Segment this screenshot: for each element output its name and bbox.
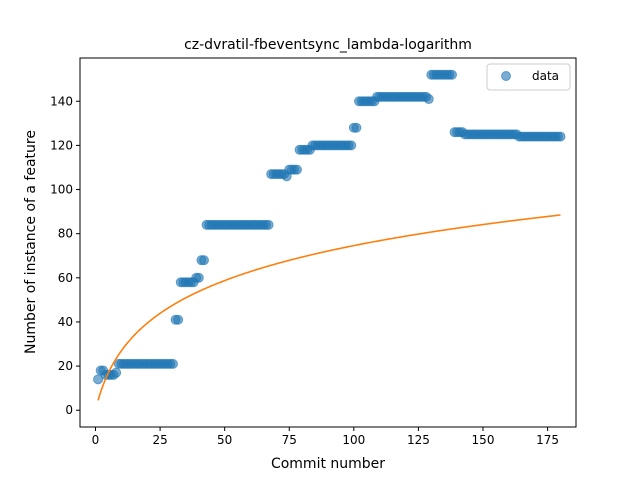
data-point [199,255,209,266]
x-tick-label: 0 [92,433,100,447]
y-tick-label: 60 [58,271,73,285]
scatter-series [93,69,566,385]
data-point [168,358,178,369]
chart-title: cz-dvratil-fbeventsync_lambda-logarithm [184,37,472,53]
y-axis-label: Number of instance of a feature [23,130,39,354]
data-point [292,164,302,175]
data-point [93,374,104,385]
x-tick-label: 100 [342,433,365,447]
axes-frame [79,57,577,428]
data-point [423,94,434,105]
x-tick-label: 75 [282,433,297,447]
legend-box [486,63,571,91]
data-point [263,219,274,230]
data-point [173,314,184,325]
x-tick-label: 150 [472,433,495,447]
data-point [193,272,204,283]
y-axis-ticks: 0 20 40 60 80 100 120 140 [50,94,80,417]
y-tick-label: 40 [58,315,73,329]
x-tick-label: 175 [536,433,559,447]
data-point [447,69,457,80]
x-axis-ticks: 0 25 50 75 100 125 150 175 [92,427,559,447]
x-axis-label: Commit number [271,456,385,472]
data-point [351,122,362,133]
data-point [346,140,357,151]
x-tick-label: 125 [407,433,430,447]
y-tick-label: 20 [58,359,73,373]
data-point [555,131,566,142]
y-tick-label: 0 [65,403,73,417]
y-tick-label: 120 [50,138,73,152]
x-tick-label: 25 [152,433,167,447]
data-point [111,367,122,378]
legend: data [486,63,571,91]
y-tick-label: 140 [50,94,73,108]
x-tick-label: 50 [217,433,232,447]
legend-data-marker [501,71,511,81]
legend-data-label: data [532,69,559,83]
plot-area [79,57,577,428]
y-tick-label: 80 [58,227,73,241]
y-tick-label: 100 [50,183,73,197]
fit-line [97,214,561,401]
